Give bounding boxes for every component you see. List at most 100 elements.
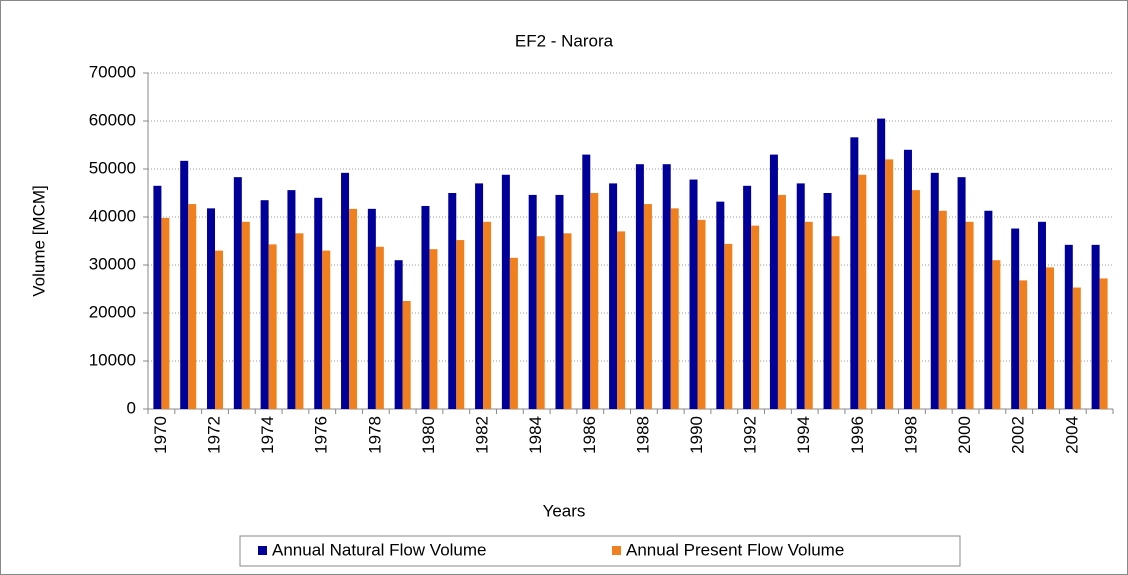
- bar: [1091, 244, 1100, 409]
- x-tick-label: 2000: [955, 416, 974, 454]
- x-tick-label: 1974: [258, 416, 277, 454]
- y-tick-label: 0: [127, 398, 136, 417]
- x-tick-label: 1992: [741, 416, 760, 454]
- bar: [1037, 221, 1046, 409]
- x-tick-label: 2004: [1062, 416, 1081, 454]
- x-axis-title: Years: [543, 501, 586, 520]
- bar: [582, 154, 591, 409]
- y-tick-label: 20000: [89, 302, 136, 321]
- bar: [689, 179, 698, 409]
- y-tick-label: 10000: [89, 350, 136, 369]
- bar: [233, 177, 242, 409]
- bar: [349, 208, 358, 409]
- bar: [877, 118, 886, 409]
- bar: [823, 193, 832, 409]
- bar: [341, 172, 350, 409]
- legend-label: Annual Present Flow Volume: [626, 540, 844, 559]
- bar: [268, 244, 277, 409]
- bar: [984, 210, 993, 409]
- x-tick-label: 1994: [794, 416, 813, 454]
- bar: [635, 164, 644, 409]
- y-tick-label: 30000: [89, 254, 136, 273]
- bar: [483, 221, 492, 409]
- x-tick-label: 1996: [848, 416, 867, 454]
- bar: [1045, 267, 1054, 409]
- bar: [241, 221, 250, 409]
- bar: [831, 236, 840, 409]
- bar: [475, 183, 484, 409]
- bar: [858, 174, 867, 409]
- bar: [743, 185, 752, 409]
- x-tick-label: 1982: [473, 416, 492, 454]
- bar: [536, 236, 545, 409]
- bar: [930, 172, 939, 409]
- bar: [402, 301, 411, 409]
- bar: [590, 193, 599, 409]
- y-tick-label: 40000: [89, 206, 136, 225]
- bar: [1099, 278, 1108, 409]
- bar: [188, 204, 197, 409]
- bar: [796, 183, 805, 409]
- bar: [697, 219, 706, 409]
- bar: [751, 225, 760, 409]
- bar: [563, 233, 572, 409]
- bar: [716, 201, 725, 409]
- bar: [260, 200, 269, 409]
- bar: [207, 208, 216, 409]
- bar: [769, 154, 778, 409]
- x-tick-label: 1970: [151, 416, 170, 454]
- bar: [609, 183, 618, 409]
- bar: [1019, 280, 1028, 409]
- bar: [555, 194, 564, 409]
- bar: [804, 221, 813, 409]
- x-tick-label: 1980: [419, 416, 438, 454]
- y-tick-label: 70000: [89, 62, 136, 81]
- bar: [850, 137, 859, 409]
- x-tick-label: 1986: [580, 416, 599, 454]
- x-tick-label: 1988: [633, 416, 652, 454]
- bar: [161, 217, 170, 409]
- x-tick-label: 1984: [526, 416, 545, 454]
- x-tick-label: 1998: [901, 416, 920, 454]
- bar: [777, 194, 786, 409]
- x-tick-label: 1978: [365, 416, 384, 454]
- bar: [957, 177, 966, 409]
- bar: [180, 160, 189, 409]
- bar: [528, 194, 537, 409]
- bar: [1072, 287, 1081, 409]
- bar: [670, 208, 679, 409]
- bar: [938, 210, 947, 409]
- bar: [724, 243, 733, 409]
- bar: [662, 164, 671, 409]
- chart-title: EF2 - Narora: [515, 31, 614, 50]
- bar: [1011, 228, 1020, 409]
- bar: [456, 240, 465, 409]
- bar: [448, 193, 457, 409]
- bar: [965, 221, 974, 409]
- bar: [643, 204, 652, 409]
- x-tick-label: 1976: [312, 416, 331, 454]
- y-axis-title: Volume [MCM]: [29, 185, 48, 296]
- y-tick-label: 60000: [89, 110, 136, 129]
- x-tick-label: 1990: [687, 416, 706, 454]
- bar: [885, 159, 894, 409]
- bar: [1064, 244, 1073, 409]
- bar: [394, 260, 403, 409]
- bar: [215, 250, 224, 409]
- bar: [314, 197, 323, 409]
- bar: [509, 257, 518, 409]
- legend-label: Annual Natural Flow Volume: [272, 540, 487, 559]
- bar: [375, 246, 384, 409]
- bar: [287, 190, 296, 409]
- bar: [911, 190, 920, 409]
- bar: [903, 149, 912, 410]
- legend-swatch: [258, 546, 267, 555]
- bar: [429, 249, 438, 409]
- y-tick-label: 50000: [89, 158, 136, 177]
- bar: [421, 205, 430, 409]
- bar: [322, 250, 331, 409]
- x-tick-label: 1972: [204, 416, 223, 454]
- bar: [295, 233, 304, 409]
- x-tick-label: 2002: [1009, 416, 1028, 454]
